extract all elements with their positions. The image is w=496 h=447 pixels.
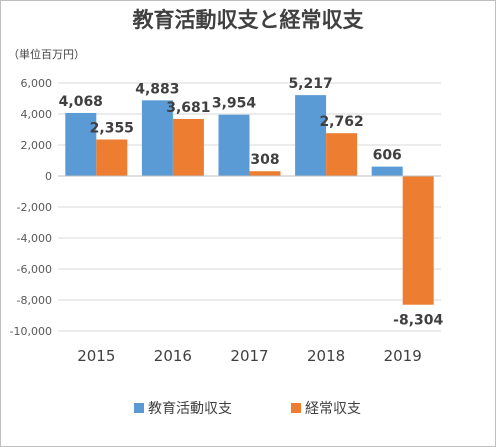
- legend-label: 教育活動収支: [148, 401, 232, 417]
- x-tick-label: 2016: [154, 347, 192, 365]
- legend-label: 経常収支: [305, 401, 361, 417]
- unit-label: （単位百万円）: [8, 47, 85, 61]
- x-tick-label: 2018: [307, 347, 345, 365]
- y-tick-label: -2,000: [17, 201, 52, 214]
- y-tick-label: -10,000: [10, 325, 52, 338]
- y-axis: 6,000 4,000 2,000 0 -2,000 -4,000 -6,000 -8,000…: [10, 77, 52, 338]
- bar-kyoiku-2019: [371, 166, 403, 176]
- y-tick-label: -4,000: [17, 232, 52, 245]
- bar-keijo-2015: [96, 139, 128, 176]
- data-label: 3,681: [166, 100, 210, 116]
- data-label: 5,217: [288, 76, 332, 92]
- data-label: 4,068: [59, 94, 103, 110]
- y-tick-label: 4,000: [21, 108, 53, 121]
- y-tick-label: 2,000: [21, 139, 53, 152]
- data-labels: 4,068 2,355 4,883 3,681 3,954 308 5,217 2,762 60…: [59, 76, 444, 329]
- legend: 教育活動収支 経常収支: [134, 401, 361, 417]
- bar-kyoiku-2015: [65, 112, 97, 176]
- bar-kyoiku-2016: [141, 100, 173, 176]
- bar-kyoiku-2017: [218, 114, 250, 176]
- chart-title: 教育活動収支と経常収支: [133, 8, 365, 32]
- x-tick-label: 2015: [77, 347, 115, 365]
- data-label: 606: [373, 148, 402, 164]
- x-axis: 2015 2016 2017 2018 2019: [77, 347, 422, 365]
- data-label: 308: [250, 152, 279, 168]
- bar-keijo-2017: [249, 171, 281, 176]
- data-label: -8,304: [393, 313, 443, 329]
- data-label: 2,355: [90, 120, 134, 136]
- data-label: 3,954: [212, 96, 257, 112]
- x-tick-label: 2017: [230, 347, 268, 365]
- y-tick-label: 6,000: [21, 77, 53, 90]
- data-label: 4,883: [135, 81, 179, 97]
- data-label: 2,762: [319, 114, 363, 130]
- bar-keijo-2016: [172, 118, 204, 176]
- bars: [65, 95, 434, 305]
- y-tick-label: 0: [45, 170, 52, 183]
- bar-kyoiku-2018: [295, 95, 327, 176]
- bar-keijo-2018: [326, 133, 358, 176]
- x-tick-label: 2019: [384, 347, 422, 365]
- bar-keijo-2019: [402, 176, 434, 305]
- legend-swatch: [291, 403, 301, 413]
- legend-swatch: [134, 403, 144, 413]
- y-tick-label: -8,000: [17, 294, 52, 307]
- y-tick-label: -6,000: [17, 263, 52, 276]
